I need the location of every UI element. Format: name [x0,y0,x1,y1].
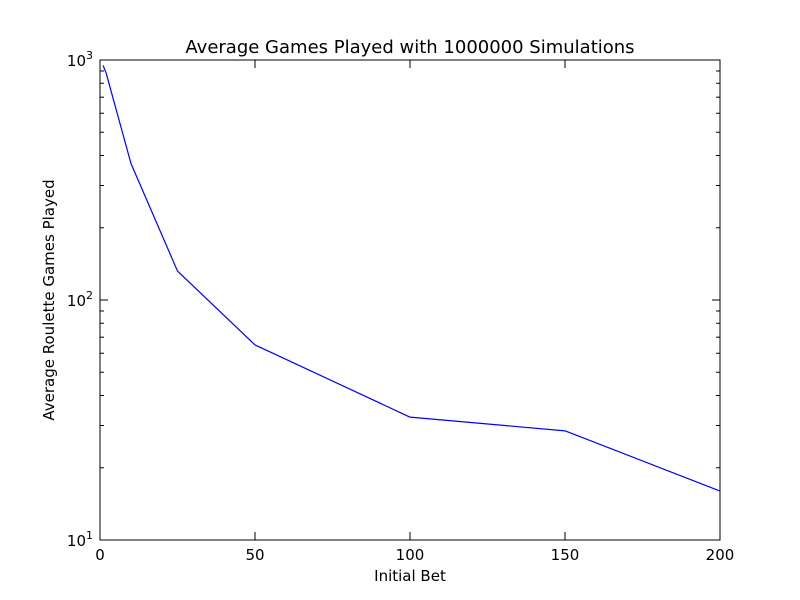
x-tick-label: 0 [95,546,105,564]
y-tick-label: 102 [67,289,93,310]
x-tick-label: 100 [396,546,425,564]
y-tick-label: 101 [67,529,93,550]
y-tick-label-exponent: 1 [86,529,93,542]
x-axis-label: Initial Bet [374,567,446,585]
x-tick-label: 200 [706,546,735,564]
x-axis-ticks: 0 50 100 150 200 [95,60,734,564]
x-tick-label: 50 [245,546,264,564]
x-tick-label: 150 [551,546,580,564]
y-tick-label-base: 10 [67,52,86,70]
y-tick-label-base: 10 [67,292,86,310]
series-line [102,65,721,492]
series-lines [102,65,721,492]
y-tick-label-base: 10 [67,532,86,550]
y-axis-label: Average Roulette Games Played [40,179,58,420]
y-tick-label-exponent: 3 [86,49,93,62]
chart-title: Average Games Played with 1000000 Simula… [185,37,634,58]
y-tick-label: 103 [67,49,93,70]
y-tick-label-exponent: 2 [86,289,93,302]
